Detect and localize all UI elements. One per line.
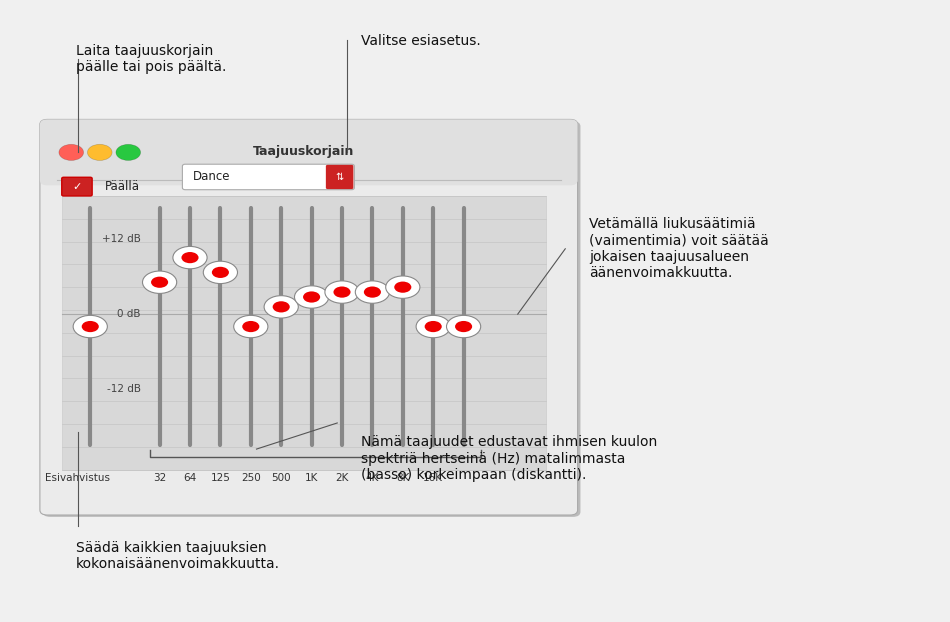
FancyBboxPatch shape xyxy=(62,196,546,470)
Text: 16K: 16K xyxy=(423,473,444,483)
Circle shape xyxy=(333,287,351,298)
Text: Säädä kaikkien taajuuksien
kokonaisäänenvoimakkuutta.: Säädä kaikkien taajuuksien kokonaisäänen… xyxy=(76,541,280,572)
Circle shape xyxy=(416,315,450,338)
Text: 8K: 8K xyxy=(396,473,409,483)
Text: 0 dB: 0 dB xyxy=(117,309,141,319)
Text: Nämä taajuudet edustavat ihmisen kuulon
spektriä hertseinä (Hz) matalimmasta
(ba: Nämä taajuudet edustavat ihmisen kuulon … xyxy=(361,435,657,482)
Text: ⇅: ⇅ xyxy=(335,172,343,182)
FancyBboxPatch shape xyxy=(40,119,578,515)
Circle shape xyxy=(73,315,107,338)
FancyBboxPatch shape xyxy=(182,164,354,190)
Text: 32: 32 xyxy=(153,473,166,483)
Circle shape xyxy=(394,282,411,293)
Circle shape xyxy=(446,315,481,338)
Circle shape xyxy=(364,287,381,298)
Circle shape xyxy=(242,321,259,332)
Text: Esivahvistus: Esivahvistus xyxy=(46,473,110,483)
Circle shape xyxy=(386,276,420,299)
Text: Päällä: Päällä xyxy=(104,180,140,193)
Text: 2K: 2K xyxy=(335,473,349,483)
Circle shape xyxy=(455,321,472,332)
Circle shape xyxy=(425,321,442,332)
Text: 1K: 1K xyxy=(305,473,318,483)
Circle shape xyxy=(181,252,199,263)
Text: 64: 64 xyxy=(183,473,197,483)
Circle shape xyxy=(116,144,141,160)
Text: Taajuuskorjain: Taajuuskorjain xyxy=(254,146,354,158)
Circle shape xyxy=(203,261,238,284)
Text: Vetämällä liukusäätimiä
(vaimentimia) voit säätää
jokaisen taajuusalueen
äänenvo: Vetämällä liukusäätimiä (vaimentimia) vo… xyxy=(589,218,769,280)
Text: Valitse esiasetus.: Valitse esiasetus. xyxy=(361,34,481,49)
Circle shape xyxy=(325,281,359,304)
Text: 4K: 4K xyxy=(366,473,379,483)
FancyBboxPatch shape xyxy=(62,177,92,196)
Text: 125: 125 xyxy=(211,473,230,483)
Circle shape xyxy=(212,267,229,278)
Circle shape xyxy=(234,315,268,338)
Circle shape xyxy=(173,246,207,269)
FancyBboxPatch shape xyxy=(326,165,353,189)
FancyBboxPatch shape xyxy=(40,119,578,185)
FancyBboxPatch shape xyxy=(43,121,580,517)
Text: +12 dB: +12 dB xyxy=(102,234,141,244)
Circle shape xyxy=(59,144,84,160)
Circle shape xyxy=(303,291,320,303)
Circle shape xyxy=(82,321,99,332)
Text: 250: 250 xyxy=(241,473,260,483)
Circle shape xyxy=(142,271,177,294)
Circle shape xyxy=(294,285,329,309)
Circle shape xyxy=(151,277,168,288)
Circle shape xyxy=(264,295,298,318)
Text: ✓: ✓ xyxy=(72,182,82,192)
Text: Laita taajuuskorjain
päälle tai pois päältä.: Laita taajuuskorjain päälle tai pois pää… xyxy=(76,44,226,74)
Circle shape xyxy=(87,144,112,160)
Circle shape xyxy=(273,301,290,312)
Text: -12 dB: -12 dB xyxy=(106,384,141,394)
Circle shape xyxy=(355,281,390,304)
Text: 500: 500 xyxy=(272,473,291,483)
Text: Dance: Dance xyxy=(193,170,230,183)
